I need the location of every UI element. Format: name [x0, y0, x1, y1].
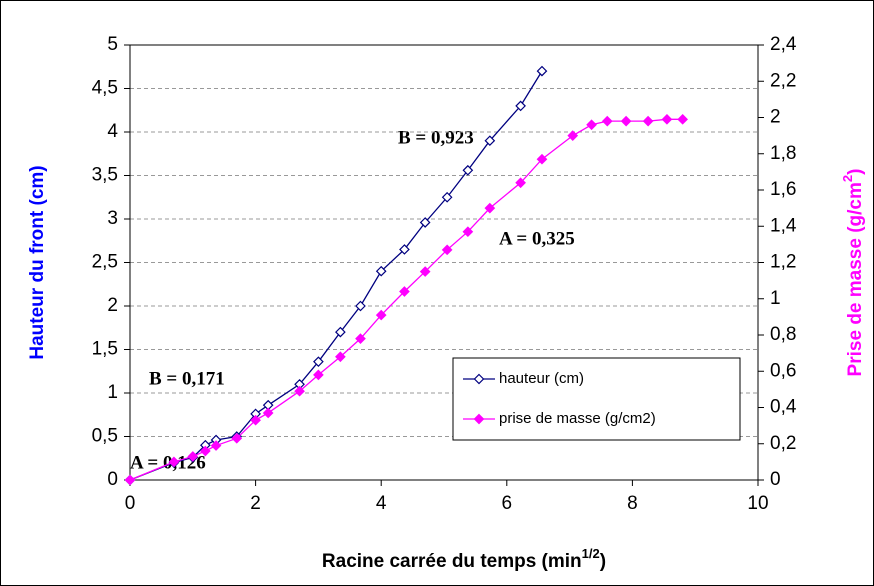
y2-tick-label: 1 — [770, 288, 781, 309]
y-tick-label: 3,5 — [92, 165, 118, 186]
y-tick-label: 2 — [107, 295, 118, 316]
y-tick-label: 0,5 — [92, 426, 118, 447]
point — [231, 432, 243, 444]
point — [187, 451, 199, 462]
point — [515, 100, 526, 112]
y2-tick-label: 0,8 — [770, 324, 796, 345]
annotation: A = 0,325 — [499, 228, 575, 249]
point — [586, 119, 597, 131]
y2-tick-label: 2,2 — [770, 70, 796, 91]
point — [620, 115, 632, 127]
point — [536, 65, 548, 77]
x-tick-label: 10 — [747, 493, 768, 514]
point — [515, 177, 526, 189]
point — [399, 286, 410, 297]
axis-title-part: 2 — [840, 175, 855, 182]
axis-title-part: Prise de masse (g/cm — [845, 182, 866, 376]
point — [375, 265, 387, 277]
point — [661, 113, 673, 125]
plot-area — [129, 44, 759, 481]
legend-box — [452, 357, 741, 441]
y2-tick-label: 0,6 — [770, 360, 796, 381]
point — [313, 369, 324, 381]
legend-label: prise de masse (g/cm2) — [499, 410, 656, 427]
axis-title-part: Racine carrée du temps (min — [322, 551, 582, 572]
point — [200, 445, 211, 457]
x-tick-label: 0 — [125, 493, 136, 514]
point — [250, 414, 261, 426]
point — [168, 456, 180, 468]
y-tick-label: 4,5 — [92, 78, 118, 99]
y2-tick-label: 1,4 — [770, 215, 797, 236]
point — [441, 191, 453, 203]
axis-title-part: ) — [600, 551, 606, 572]
y-tick-label: 3 — [107, 208, 118, 229]
point — [462, 226, 474, 238]
point — [462, 164, 474, 176]
y-tick-label: 1 — [107, 382, 118, 403]
legend-label: hauteur (cm) — [499, 370, 584, 387]
y2-tick-label: 1,6 — [770, 179, 796, 200]
x-tick-label: 2 — [250, 493, 261, 514]
y2-tick-label: 0,4 — [770, 397, 797, 418]
point — [642, 115, 654, 127]
y2-tick-label: 1,2 — [770, 252, 796, 273]
point — [567, 130, 579, 141]
y2-tick-label: 0,2 — [770, 433, 796, 454]
point — [262, 407, 274, 419]
y2-tick-label: 2,4 — [770, 34, 797, 55]
y2-tick-label: 2 — [770, 107, 781, 128]
point — [375, 309, 387, 321]
point — [441, 244, 453, 256]
point — [677, 113, 688, 125]
point — [419, 266, 431, 277]
axis-title: Racine carrée du temps (min1/2) — [322, 546, 606, 572]
point — [355, 300, 366, 312]
y-tick-label: 0 — [107, 469, 118, 490]
x-tick-label: 8 — [627, 493, 638, 514]
annotation: B = 0,171 — [149, 368, 225, 389]
axis-title-part: ) — [845, 169, 866, 175]
y-tick-label: 4 — [107, 121, 118, 142]
point — [294, 385, 305, 397]
axis-title: Prise de masse (g/cm2) — [840, 169, 866, 377]
y2-tick-label: 1,8 — [770, 143, 796, 164]
x-tick-label: 6 — [502, 493, 513, 514]
point — [210, 440, 222, 451]
point — [536, 153, 548, 165]
x-tick-label: 4 — [376, 493, 387, 514]
point — [124, 474, 136, 486]
annotation: B = 0,923 — [398, 127, 474, 148]
point — [355, 333, 366, 344]
y-tick-label: 2,5 — [92, 252, 118, 273]
y-axis-title: Hauteur du front (cm) — [27, 165, 48, 359]
y-tick-label: 1,5 — [92, 339, 118, 360]
legend-marker — [473, 373, 485, 385]
legend-marker — [473, 413, 485, 425]
point — [313, 356, 324, 368]
point — [335, 351, 346, 363]
y-tick-label: 5 — [107, 34, 118, 55]
point — [601, 115, 613, 127]
point — [399, 244, 410, 255]
point — [484, 135, 496, 147]
point — [484, 202, 496, 214]
y2-tick-label: 0 — [770, 469, 781, 490]
point — [419, 217, 431, 228]
axis-title-part: 1/2 — [582, 546, 600, 561]
point — [335, 326, 346, 338]
